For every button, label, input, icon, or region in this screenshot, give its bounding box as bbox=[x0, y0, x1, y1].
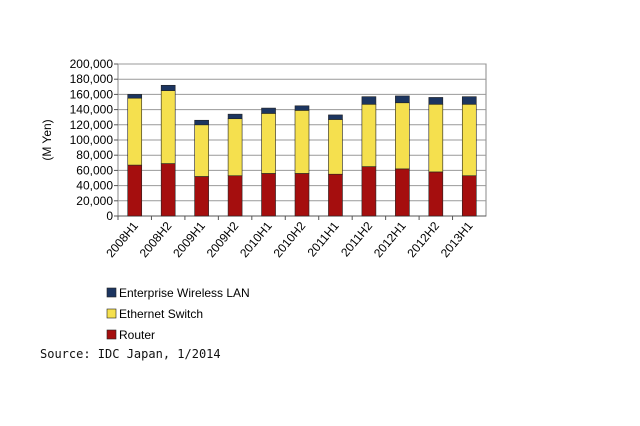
bar-segment-enterprise-wireless-lan bbox=[361, 96, 377, 105]
x-tick-label: 2013H1 bbox=[438, 219, 476, 260]
bar-segment-enterprise-wireless-lan bbox=[261, 107, 276, 114]
x-tick-label: 2008H2 bbox=[137, 219, 175, 260]
y-tick-label: 60,000 bbox=[76, 163, 113, 177]
bar-segment-ethernet-switch bbox=[160, 90, 176, 164]
bar-segment-ethernet-switch bbox=[261, 113, 276, 174]
source-note: Source: IDC Japan, 1/2014 bbox=[40, 347, 221, 361]
bar-segment-enterprise-wireless-lan bbox=[194, 119, 209, 126]
legend-swatch bbox=[106, 308, 117, 319]
bar-segment-ethernet-switch bbox=[461, 103, 477, 177]
bar-segment-enterprise-wireless-lan bbox=[428, 97, 444, 105]
bar-segment-router bbox=[294, 173, 310, 217]
bar-segment-router bbox=[127, 164, 143, 217]
bar-segment-enterprise-wireless-lan bbox=[395, 95, 410, 104]
bar-segment-enterprise-wireless-lan bbox=[461, 96, 477, 105]
stacked-bar-chart: 020,00040,00060,00080,000100,000120,0001… bbox=[40, 57, 487, 342]
legend-label: Router bbox=[119, 328, 155, 342]
y-tick-label: 180,000 bbox=[70, 72, 114, 86]
y-tick-label: 140,000 bbox=[70, 103, 114, 117]
bar-segment-ethernet-switch bbox=[127, 97, 143, 166]
bar-segment-ethernet-switch bbox=[428, 103, 444, 173]
bar-segment-router bbox=[227, 175, 243, 217]
bar-segment-enterprise-wireless-lan bbox=[127, 94, 143, 99]
bar-segment-router bbox=[395, 168, 410, 217]
y-tick-label: 0 bbox=[106, 209, 113, 223]
y-tick-label: 80,000 bbox=[76, 148, 113, 162]
bar-segment-router bbox=[328, 173, 343, 217]
y-tick-label: 20,000 bbox=[76, 194, 113, 208]
bar-segment-ethernet-switch bbox=[227, 118, 243, 177]
bar-segment-enterprise-wireless-lan bbox=[294, 105, 310, 111]
y-tick-label: 40,000 bbox=[76, 179, 113, 193]
bar-segment-router bbox=[261, 173, 276, 217]
bar-segment-ethernet-switch bbox=[194, 124, 209, 177]
bar-segment-router bbox=[428, 171, 444, 217]
x-tick-label: 2012H1 bbox=[371, 219, 409, 260]
bar-segment-ethernet-switch bbox=[361, 103, 377, 167]
bar-segment-router bbox=[160, 163, 176, 217]
x-tick-label: 2011H1 bbox=[305, 219, 342, 260]
x-tick-label: 2010H1 bbox=[237, 219, 275, 260]
x-tick-label: 2008H1 bbox=[103, 219, 141, 260]
legend-label: Ethernet Switch bbox=[119, 307, 203, 321]
bar-segment-router bbox=[194, 176, 209, 217]
legend-swatch bbox=[106, 287, 117, 298]
y-tick-label: 160,000 bbox=[70, 87, 114, 101]
bar-segment-ethernet-switch bbox=[328, 119, 343, 175]
y-tick-label: 120,000 bbox=[70, 118, 114, 132]
bar-segment-router bbox=[361, 166, 377, 217]
legend-swatch bbox=[106, 329, 117, 340]
bar-segment-ethernet-switch bbox=[294, 110, 310, 174]
y-tick-label: 200,000 bbox=[70, 57, 114, 71]
x-tick-label: 2009H2 bbox=[204, 219, 242, 260]
bar-segment-enterprise-wireless-lan bbox=[328, 114, 343, 120]
bar-segment-enterprise-wireless-lan bbox=[227, 113, 243, 120]
bar-segment-enterprise-wireless-lan bbox=[160, 84, 176, 91]
legend-label: Enterprise Wireless LAN bbox=[119, 286, 250, 300]
bar-segment-router bbox=[461, 175, 477, 217]
x-tick-label: 2011H2 bbox=[338, 219, 375, 260]
x-tick-label: 2012H2 bbox=[404, 219, 442, 260]
y-axis-label: (M Yen) bbox=[40, 119, 54, 160]
y-tick-label: 100,000 bbox=[70, 133, 114, 147]
bar-segment-ethernet-switch bbox=[395, 102, 410, 170]
x-tick-label: 2009H1 bbox=[170, 219, 208, 260]
x-tick-label: 2010H2 bbox=[271, 219, 309, 260]
